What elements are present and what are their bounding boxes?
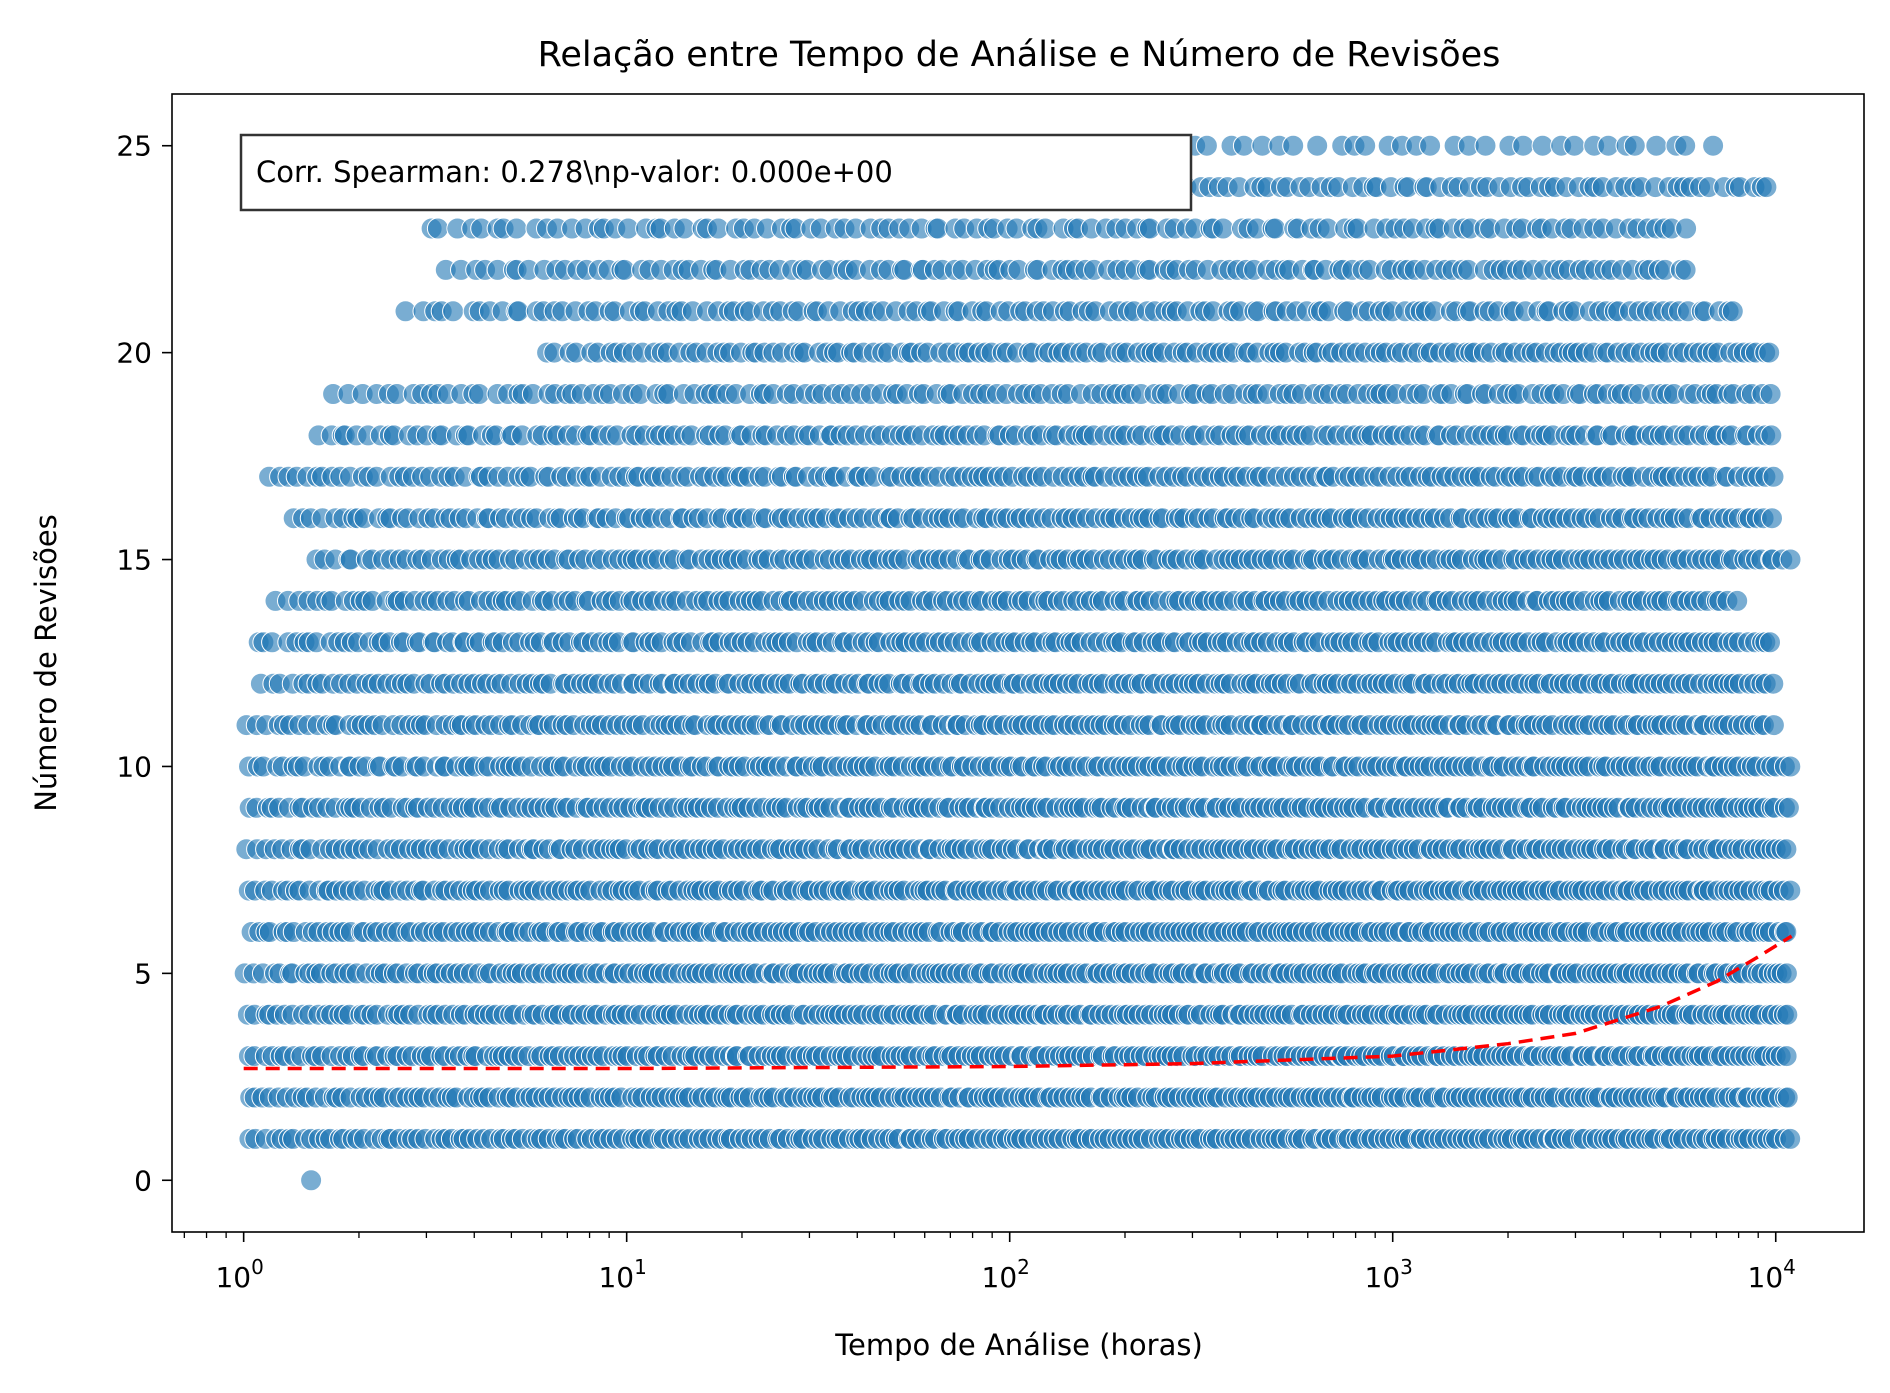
data-point <box>1776 1003 1799 1026</box>
data-point <box>1775 962 1798 985</box>
data-point <box>1779 548 1802 571</box>
data-point <box>1762 672 1785 695</box>
data-point <box>426 217 449 240</box>
data-point <box>1721 300 1744 323</box>
data-point <box>1779 1127 1802 1150</box>
data-point <box>1759 383 1782 405</box>
data-point <box>1212 217 1235 240</box>
data-point <box>1775 1045 1798 1068</box>
data-point <box>1779 755 1802 778</box>
chart-title: Relação entre Tempo de Análise e Número … <box>538 35 1501 75</box>
data-point <box>1762 714 1785 737</box>
data-point <box>468 383 491 405</box>
data-point <box>1779 879 1802 902</box>
data-point <box>1760 424 1783 447</box>
scatter-points <box>233 134 1802 1192</box>
data-point <box>1761 507 1783 530</box>
data-point <box>442 300 465 323</box>
data-point <box>1674 258 1697 281</box>
data-point <box>1759 631 1781 654</box>
data-point <box>1775 838 1798 861</box>
data-point <box>1762 465 1785 488</box>
data-point <box>507 300 530 323</box>
data-point <box>1758 341 1781 364</box>
data-point <box>505 217 528 240</box>
data-point <box>300 1169 323 1192</box>
data-point <box>1675 217 1698 240</box>
data-point <box>1726 589 1749 612</box>
data-point <box>1264 217 1286 240</box>
data-point <box>1776 1086 1799 1109</box>
data-point <box>1777 796 1800 819</box>
